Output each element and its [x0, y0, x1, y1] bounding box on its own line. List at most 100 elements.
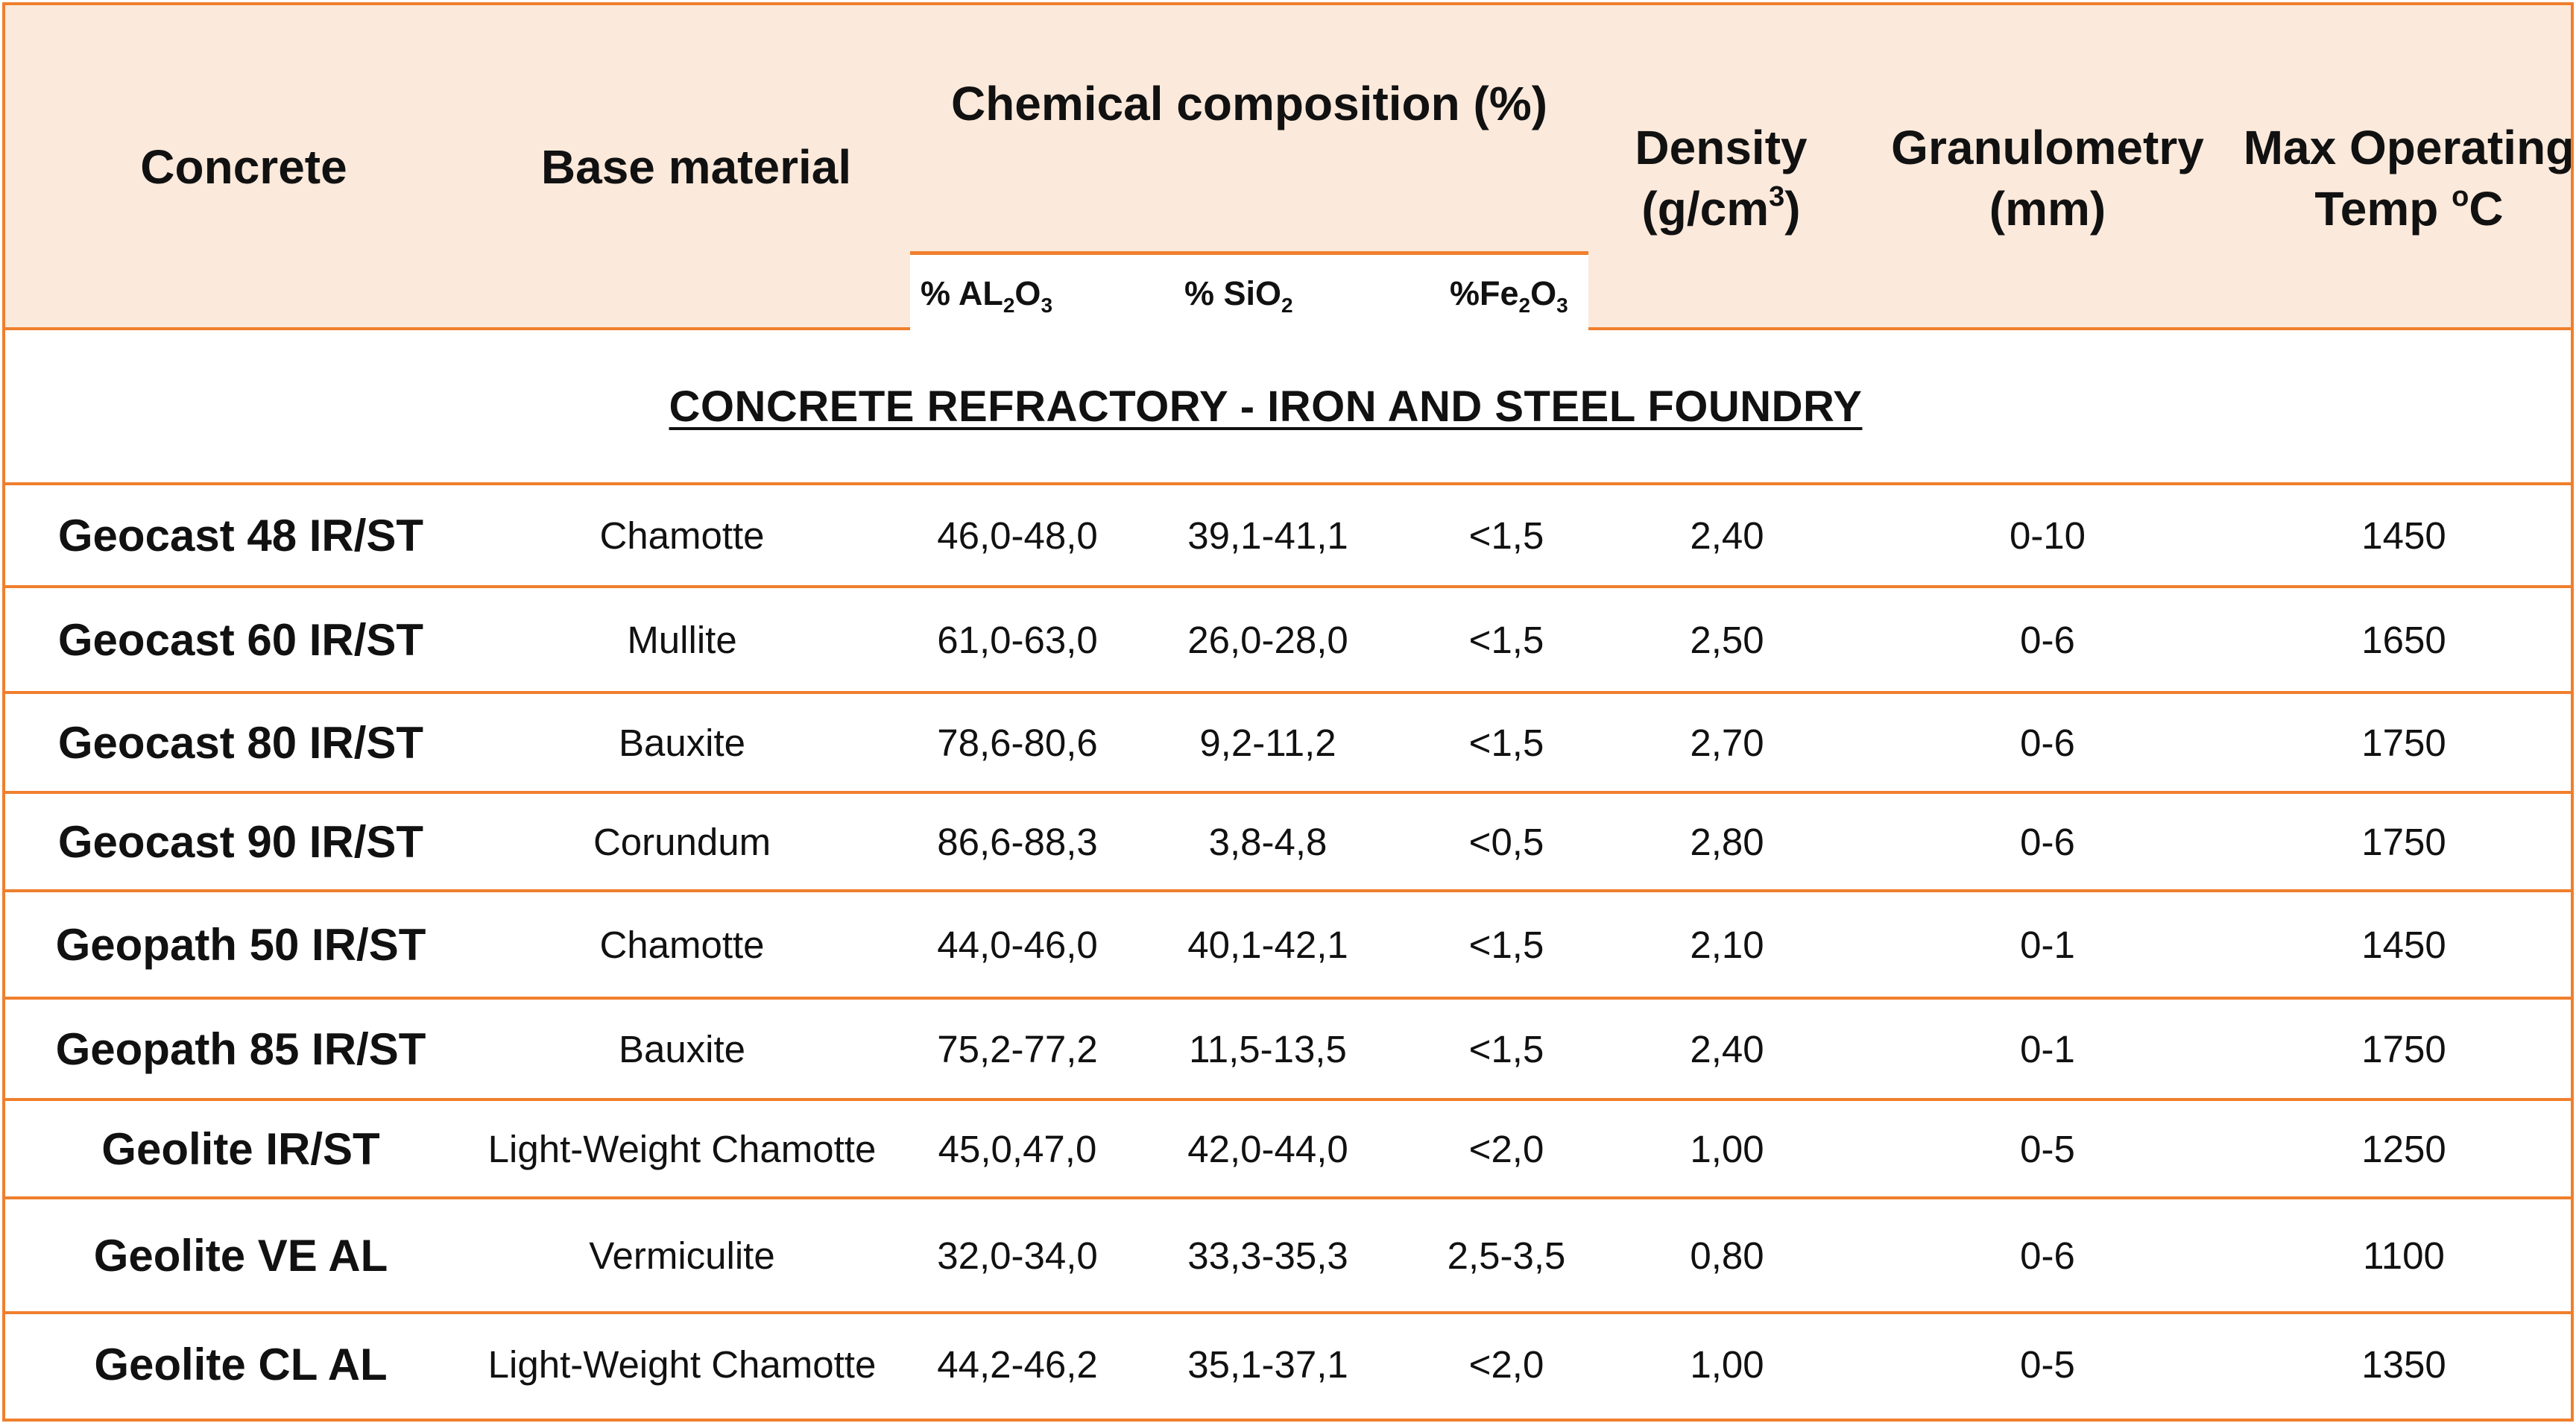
cell-sio2: 39,1-41,1 — [1187, 514, 1348, 557]
cell-concrete: Geocast 80 IR/ST — [57, 717, 424, 768]
table-row: Geopath 85 IR/ST Bauxite 75,2-77,2 11,5-… — [5, 1000, 2571, 1101]
cell-concrete: Geocast 90 IR/ST — [57, 816, 424, 867]
density-unit-post: ) — [1784, 182, 1801, 236]
cell-sio2: 42,0-44,0 — [1187, 1127, 1348, 1170]
al2o3-sub1: 2 — [1003, 294, 1015, 317]
cell-max-temp: 1100 — [2363, 1234, 2445, 1277]
cell-sio2: 9,2-11,2 — [1199, 721, 1336, 764]
cell-max-temp: 1450 — [2361, 923, 2446, 966]
header-density-line1: Density — [1635, 121, 1808, 175]
cell-sio2: 3,8-4,8 — [1208, 820, 1328, 863]
cell-density: 2,50 — [1690, 618, 1764, 661]
cell-concrete: Geolite CL AL — [94, 1339, 388, 1389]
cell-al2o3: 44,2-46,2 — [937, 1343, 1098, 1386]
header-density: Density (g/cm3) — [1588, 5, 1854, 330]
cell-max-temp: 1450 — [2361, 514, 2446, 557]
cell-concrete: Geocast 48 IR/ST — [57, 510, 424, 561]
cell-density: 2,40 — [1690, 514, 1764, 557]
cell-max-temp: 1750 — [2361, 721, 2446, 764]
header-max-temp: Max Operating Temp oC — [2234, 5, 2574, 330]
cell-granulometry: 0-6 — [2020, 1234, 2075, 1277]
al2o3-pre: % AL — [921, 274, 1003, 312]
cell-base-material: Bauxite — [618, 1027, 746, 1070]
cell-al2o3: 78,6-80,6 — [937, 721, 1098, 764]
cell-base-material: Chamotte — [599, 923, 765, 966]
fe2o3-mid: O — [1530, 274, 1557, 312]
cell-fe2o3: <1,5 — [1468, 721, 1544, 764]
cell-granulometry: 0-1 — [2020, 923, 2075, 966]
cell-al2o3: 44,0-46,0 — [937, 923, 1098, 966]
cell-granulometry: 0-6 — [2020, 618, 2075, 661]
cell-granulometry: 0-10 — [2009, 514, 2086, 557]
header-density-line2: (g/cm3) — [1635, 179, 1807, 240]
table-row: Geocast 80 IR/ST Bauxite 78,6-80,6 9,2-1… — [5, 694, 2571, 794]
temp-unit-post: C — [2469, 182, 2504, 236]
subheader-al2o3: % AL2O3 — [921, 274, 1052, 318]
fe2o3-sub1: 2 — [1518, 294, 1531, 317]
section-title: CONCRETE REFRACTORY - IRON AND STEEL FOU… — [669, 382, 1863, 431]
cell-density: 2,70 — [1690, 721, 1764, 764]
table-header: Concrete Base material Chemical composit… — [5, 5, 2571, 330]
cell-concrete: Geolite IR/ST — [101, 1123, 380, 1174]
cell-sio2: 35,1-37,1 — [1187, 1343, 1348, 1386]
cell-concrete: Geolite VE AL — [93, 1230, 388, 1281]
sio2-pre: % SiO — [1184, 274, 1282, 312]
header-concrete: Concrete — [5, 5, 482, 330]
temp-unit-sup: o — [2452, 181, 2469, 212]
cell-base-material: Bauxite — [618, 721, 746, 764]
section-title-row: CONCRETE REFRACTORY - IRON AND STEEL FOU… — [5, 330, 2571, 485]
cell-sio2: 33,3-35,3 — [1187, 1234, 1348, 1277]
header-max-temp-line1: Max Operating — [2243, 121, 2574, 175]
temp-unit-pre: Temp — [2314, 182, 2452, 236]
cell-base-material: Mullite — [627, 618, 737, 661]
cell-al2o3: 61,0-63,0 — [937, 618, 1098, 661]
header-base-material-label: Base material — [540, 140, 852, 195]
cell-al2o3: 32,0-34,0 — [937, 1234, 1098, 1277]
cell-fe2o3: <2,0 — [1468, 1343, 1544, 1386]
cell-density: 2,80 — [1690, 820, 1764, 863]
cell-sio2: 11,5-13,5 — [1189, 1027, 1347, 1070]
cell-concrete: Geocast 60 IR/ST — [57, 614, 424, 665]
cell-base-material: Corundum — [593, 820, 771, 863]
cell-density: 1,00 — [1690, 1127, 1764, 1170]
al2o3-mid: O — [1014, 274, 1041, 312]
cell-density: 2,40 — [1690, 1027, 1764, 1070]
header-max-temp-line2: Temp oC — [2244, 179, 2571, 240]
cell-fe2o3: <1,5 — [1468, 923, 1544, 966]
cell-fe2o3: <1,5 — [1468, 1027, 1544, 1070]
cell-granulometry: 0-6 — [2020, 820, 2075, 863]
table-row: Geolite IR/ST Light-Weight Chamotte 45,0… — [5, 1101, 2571, 1199]
cell-concrete: Geopath 85 IR/ST — [55, 1023, 426, 1074]
cell-al2o3: 45,0,47,0 — [938, 1127, 1097, 1170]
cell-density: 1,00 — [1690, 1343, 1764, 1386]
cell-al2o3: 86,6-88,3 — [937, 820, 1098, 863]
chemical-subheader: % AL2O3 % SiO2 %Fe2O3 — [910, 251, 1588, 330]
fe2o3-sub2: 3 — [1556, 294, 1568, 317]
header-granulometry-line2: (mm) — [1989, 182, 2106, 236]
cell-fe2o3: <1,5 — [1468, 618, 1544, 661]
cell-sio2: 26,0-28,0 — [1187, 618, 1348, 661]
cell-granulometry: 0-5 — [2020, 1343, 2075, 1386]
sio2-sub1: 2 — [1281, 294, 1293, 317]
cell-max-temp: 1250 — [2361, 1127, 2446, 1170]
al2o3-sub2: 3 — [1041, 294, 1053, 317]
subheader-sio2: % SiO2 — [1184, 274, 1293, 318]
cell-granulometry: 0-5 — [2020, 1127, 2075, 1170]
cell-granulometry: 0-1 — [2020, 1027, 2075, 1070]
header-concrete-label: Concrete — [140, 140, 347, 195]
cell-max-temp: 1350 — [2361, 1343, 2446, 1386]
cell-al2o3: 75,2-77,2 — [937, 1027, 1098, 1070]
table-row: Geolite CL AL Light-Weight Chamotte 44,2… — [5, 1314, 2571, 1414]
cell-max-temp: 1650 — [2361, 618, 2446, 661]
cell-concrete: Geopath 50 IR/ST — [55, 919, 426, 970]
cell-density: 0,80 — [1690, 1234, 1764, 1277]
cell-max-temp: 1750 — [2361, 1027, 2446, 1070]
header-base-material: Base material — [482, 5, 910, 330]
cell-al2o3: 46,0-48,0 — [937, 514, 1098, 557]
cell-sio2: 40,1-42,1 — [1187, 923, 1348, 966]
header-chemical-composition: Chemical composition (%) — [950, 77, 1548, 130]
cell-base-material: Vermiculite — [589, 1234, 775, 1277]
cell-fe2o3: 2,5-3,5 — [1447, 1234, 1566, 1277]
cell-base-material: Light-Weight Chamotte — [487, 1127, 877, 1170]
